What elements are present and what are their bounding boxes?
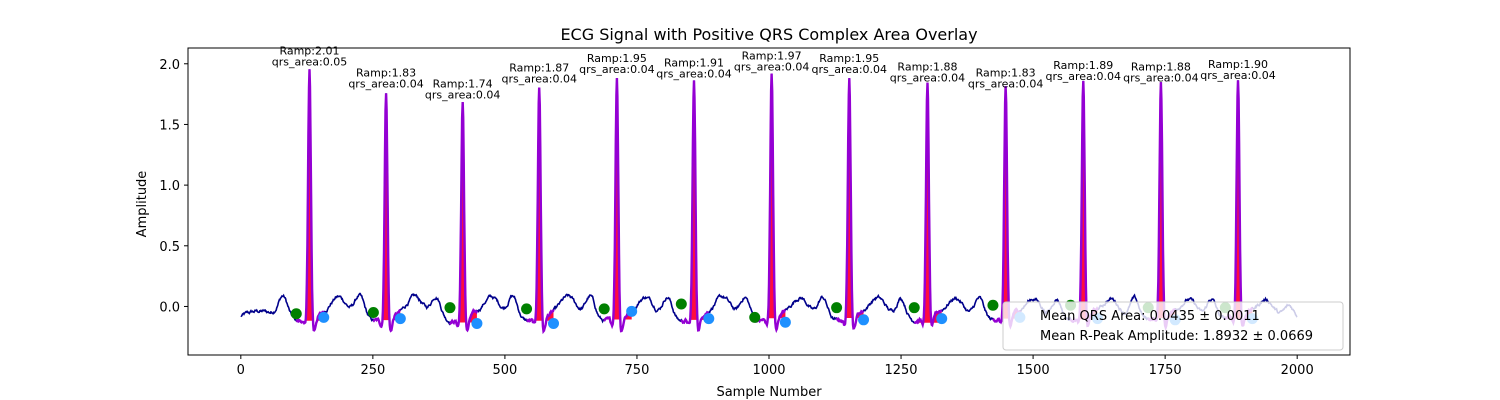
y-tick-label: 1.0 (159, 179, 180, 194)
r-peak-amplitude-label: Ramp:1.95 (587, 52, 647, 65)
y-tick-label: 2.0 (159, 58, 180, 73)
qrs-offset-point (548, 317, 560, 329)
qrs-segment-line (526, 87, 555, 335)
qrs-segment-line (372, 93, 401, 333)
r-peak-amplitude-label: Ramp:1.88 (1131, 60, 1191, 73)
x-tick-label: 500 (492, 363, 517, 378)
x-tick-label: 1750 (1149, 363, 1182, 378)
qrs-offset-point (779, 316, 791, 328)
r-peak-amplitude-label: Ramp:1.90 (1208, 58, 1268, 71)
x-axis-label: Sample Number (716, 385, 822, 400)
x-tick-label: 250 (360, 363, 385, 378)
qrs-onset-point (908, 302, 920, 314)
qrs-area-label: qrs_area:0.04 (890, 71, 965, 84)
qrs-area-label: qrs_area:0.04 (579, 63, 654, 76)
qrs-area-label: qrs_area:0.04 (1123, 71, 1198, 84)
x-tick-label: 2000 (1281, 363, 1314, 378)
legend-box (1002, 301, 1344, 351)
qrs-area-label: qrs_area:0.04 (656, 68, 731, 81)
chart-marks: Ramp:2.01qrs_area:0.05Ramp:1.83qrs_area:… (272, 45, 1276, 335)
qrs-offset-point (626, 305, 638, 317)
qrs-offset-point (471, 317, 483, 329)
qrs-area-label: qrs_area:0.04 (1046, 70, 1121, 83)
legend: Mean QRS Area: 0.0435 ± 0.0011 Mean R-Pea… (1002, 301, 1344, 351)
qrs-onset-point (749, 311, 761, 323)
qrs-area-label: qrs_area:0.04 (425, 88, 500, 101)
qrs-onset-point (444, 302, 456, 314)
qrs-onset-point (521, 303, 533, 315)
r-peak-amplitude-label: Ramp:1.83 (976, 66, 1036, 79)
r-peak-amplitude-label: Ramp:1.97 (742, 49, 802, 62)
qrs-onset-point (367, 307, 379, 319)
r-peak-amplitude-label: Ramp:1.95 (819, 52, 879, 65)
x-tick-label: 1250 (884, 363, 917, 378)
qrs-area-label: qrs_area:0.04 (348, 77, 423, 90)
qrs-onset-point (831, 302, 843, 314)
qrs-segment-line (914, 82, 943, 329)
qrs-offset-point (936, 313, 948, 325)
qrs-area-label: qrs_area:0.04 (968, 77, 1043, 90)
qrs-area-label: qrs_area:0.05 (272, 56, 347, 69)
qrs-offset-point (318, 311, 330, 323)
x-tick-label: 750 (625, 363, 650, 378)
qrs-offset-point (858, 314, 870, 326)
qrs-onset-point (675, 298, 687, 310)
qrs-area-label: qrs_area:0.04 (734, 60, 809, 73)
qrs-onset-point (987, 299, 999, 311)
r-peak-amplitude-label: Ramp:1.74 (433, 77, 493, 90)
r-peak-amplitude-label: Ramp:1.83 (356, 66, 416, 79)
x-tick-label: 1000 (752, 363, 785, 378)
r-peak-amplitude-label: Ramp:1.87 (509, 62, 569, 75)
x-tick-label: 0 (237, 363, 245, 378)
y-tick-label: 0.5 (159, 240, 180, 255)
r-peak-amplitude-label: Ramp:1.89 (1053, 59, 1113, 72)
x-tick-label: 1500 (1017, 363, 1050, 378)
qrs-onset-point (290, 308, 302, 320)
legend-entry: Mean QRS Area: 0.0435 ± 0.0011 (1040, 309, 1260, 324)
qrs-area-label: qrs_area:0.04 (502, 73, 577, 86)
chart-title: ECG Signal with Positive QRS Complex Are… (560, 25, 977, 44)
qrs-onset-point (598, 303, 610, 315)
qrs-segment-line (448, 102, 479, 333)
y-tick-label: 1.5 (159, 118, 180, 133)
axes: 0 250 500 750 1000 1250 1500 1750 2000 0.0 0.5 1.0 1… (159, 47, 1351, 378)
r-peak-amplitude-label: Ramp:1.88 (897, 60, 957, 73)
qrs-segment-line (603, 77, 633, 333)
y-axis-label: Amplitude (135, 171, 150, 238)
qrs-offset-point (703, 313, 715, 325)
qrs-area-label: qrs_area:0.04 (1200, 69, 1275, 82)
qrs-area-label: qrs_area:0.04 (812, 63, 887, 76)
qrs-offset-point (394, 313, 406, 325)
r-peak-amplitude-label: Ramp:1.91 (664, 57, 724, 70)
y-tick-label: 0.0 (159, 300, 180, 315)
qrs-segment-line (753, 73, 787, 334)
qrs-segment-line (835, 78, 865, 330)
legend-entry: Mean R-Peak Amplitude: 1.8932 ± 0.0669 (1040, 329, 1313, 344)
